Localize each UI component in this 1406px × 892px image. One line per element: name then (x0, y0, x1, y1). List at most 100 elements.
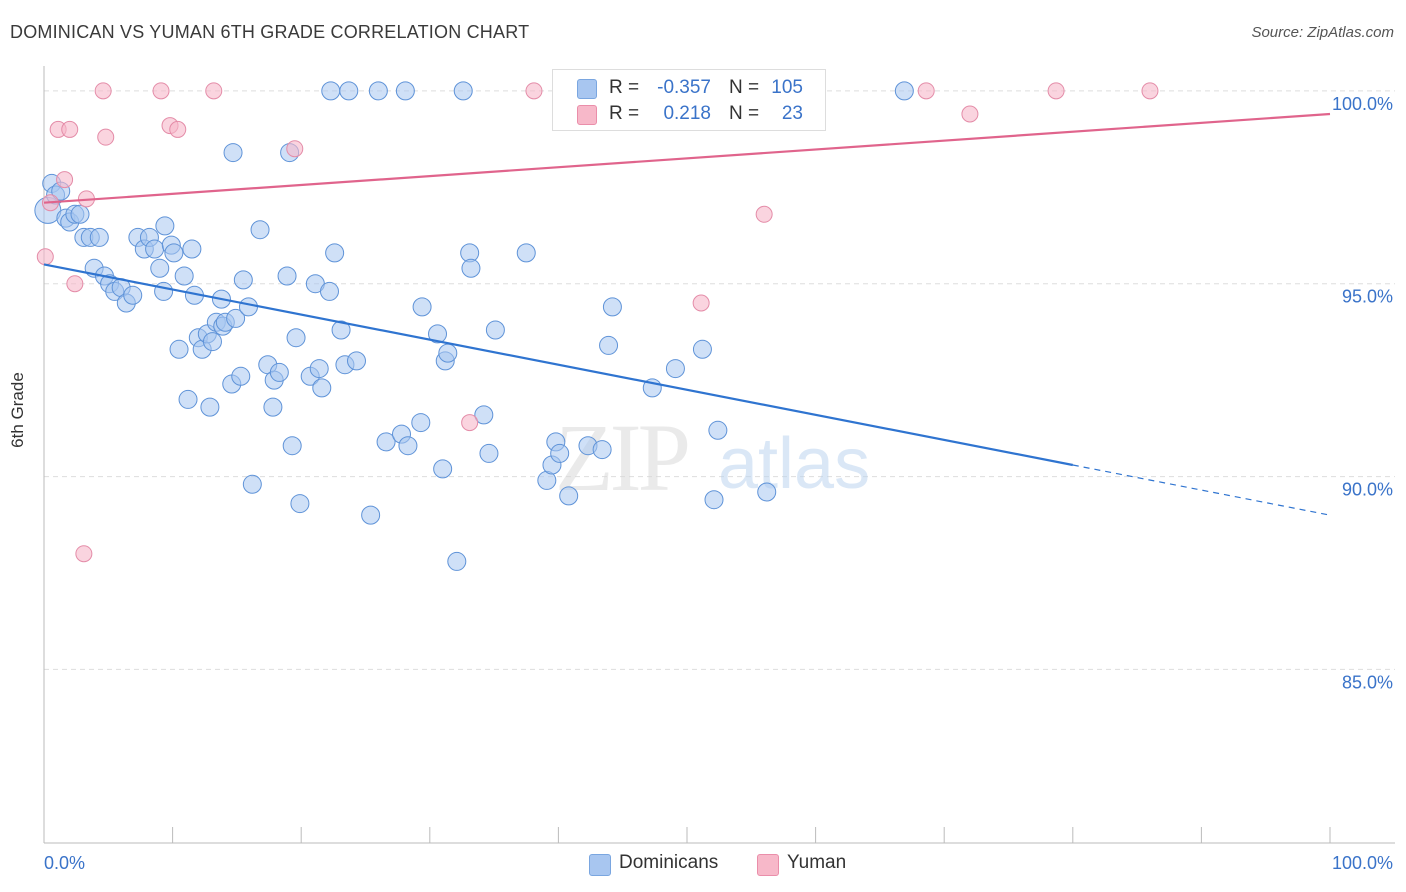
yuman-point (961, 105, 979, 123)
dominicans-point (250, 220, 270, 240)
yuman-point (1141, 82, 1159, 100)
dominicans-point (428, 324, 448, 344)
bottom-legend-label-dominicans: Dominicans (619, 852, 719, 873)
dominicans-point (398, 436, 418, 456)
source-label: Source: ZipAtlas.com (1251, 24, 1394, 41)
dominicans-point (178, 389, 198, 409)
dominicans-point (757, 482, 777, 502)
dominicans-point (89, 227, 109, 247)
yuman-point (36, 248, 54, 266)
dominicans-point (339, 81, 359, 101)
trend-lines (43, 112, 1331, 516)
dominicans-point (665, 359, 685, 379)
yuman-point (461, 414, 479, 432)
y-tick-label: 95.0% (1342, 287, 1393, 307)
legend-n-value: 23 (781, 103, 803, 124)
grid-lines (44, 90, 1395, 670)
dominicans-point (226, 308, 246, 328)
legend-swatch-dominicans (577, 79, 597, 99)
dominicans-point (559, 486, 579, 506)
dominicans-point (346, 351, 366, 371)
legend-r-value: -0.357 (657, 77, 711, 98)
bottom-legend-label-yuman: Yuman (787, 852, 847, 873)
dominicans-point (321, 81, 341, 101)
dominicans-point (479, 443, 499, 463)
dominicans-point (70, 204, 90, 224)
yuman-point (917, 82, 935, 100)
dominicans-point (692, 339, 712, 359)
dominicans-point (233, 270, 253, 290)
dominicans-point (242, 474, 262, 494)
y-tick-label: 85.0% (1342, 672, 1393, 692)
yuman-point (692, 294, 710, 312)
legend-n-value: 105 (771, 77, 803, 98)
dominicans-point (269, 362, 289, 382)
dominicans-point (123, 285, 143, 305)
dominicans-trend-extension (1072, 464, 1331, 516)
legend-r-label: R = (609, 103, 640, 124)
axes (43, 66, 1395, 844)
yuman-point (205, 82, 223, 100)
watermark-atlas: atlas (718, 424, 870, 504)
dominicans-point (223, 143, 243, 163)
yuman-point (97, 128, 115, 146)
dominicans-point (312, 378, 332, 398)
legend-row-yuman: R = 0.218 N = 23 (553, 101, 825, 127)
dominicans-point (474, 405, 494, 425)
yuman-point (75, 545, 93, 563)
dominicans-point (550, 443, 570, 463)
yuman-point (61, 120, 79, 138)
x-tick-label: 0.0% (44, 853, 85, 873)
dominicans-point (331, 320, 351, 340)
dominicans-point (200, 397, 220, 417)
dominicans-point (361, 505, 381, 525)
legend-row-dominicans: R = -0.357 N = 105 (553, 75, 825, 101)
dominicans-point (368, 81, 388, 101)
legend-r-label: R = (609, 77, 640, 98)
dominicans-point (277, 266, 297, 286)
dominicans-point (309, 359, 329, 379)
zipatlas-watermark: ZIP atlas (555, 404, 870, 511)
dominicans-point (704, 490, 724, 510)
legend-r-value: 0.218 (663, 103, 711, 124)
dominicans-point (438, 343, 458, 363)
tick-labels: 85.0% 90.0% 95.0% 100.0% 0.0% 100.0% (44, 94, 1393, 873)
dominicans-point (154, 281, 174, 301)
y-tick-label: 100.0% (1332, 94, 1393, 114)
dominicans-point (708, 420, 728, 440)
dominicans-point (461, 258, 481, 278)
dominicans-point (599, 335, 619, 355)
dominicans-point (319, 281, 339, 301)
dominicans-point (150, 258, 170, 278)
yuman-point (286, 140, 304, 158)
dominicans-point (412, 297, 432, 317)
legend-n-label: N = (729, 77, 760, 98)
dominicans-point (592, 440, 612, 460)
dominicans-point (447, 551, 467, 571)
dominicans-point (602, 297, 622, 317)
yuman-points (36, 82, 1159, 563)
yuman-point (94, 82, 112, 100)
dominicans-point (433, 459, 453, 479)
legend-n-label: N = (729, 103, 760, 124)
dominicans-point (238, 297, 258, 317)
dominicans-point (286, 328, 306, 348)
dominicans-point (290, 494, 310, 514)
y-axis-label: 6th Grade (8, 372, 27, 448)
dominicans-point (174, 266, 194, 286)
bottom-legend-swatch-dominicans (589, 854, 611, 876)
yuman-trend-line (43, 112, 1331, 204)
yuman-point (169, 120, 187, 138)
dominicans-point (155, 216, 175, 236)
dominicans-point (263, 397, 283, 417)
yuman-point (1047, 82, 1065, 100)
dominicans-point (894, 81, 914, 101)
yuman-point (152, 82, 170, 100)
y-tick-label: 90.0% (1342, 480, 1393, 500)
bottom-legend-swatch-yuman (757, 854, 779, 876)
yuman-point (66, 275, 84, 293)
yuman-point (525, 82, 543, 100)
dominicans-point (516, 243, 536, 263)
yuman-point (755, 205, 773, 223)
dominicans-point (485, 320, 505, 340)
